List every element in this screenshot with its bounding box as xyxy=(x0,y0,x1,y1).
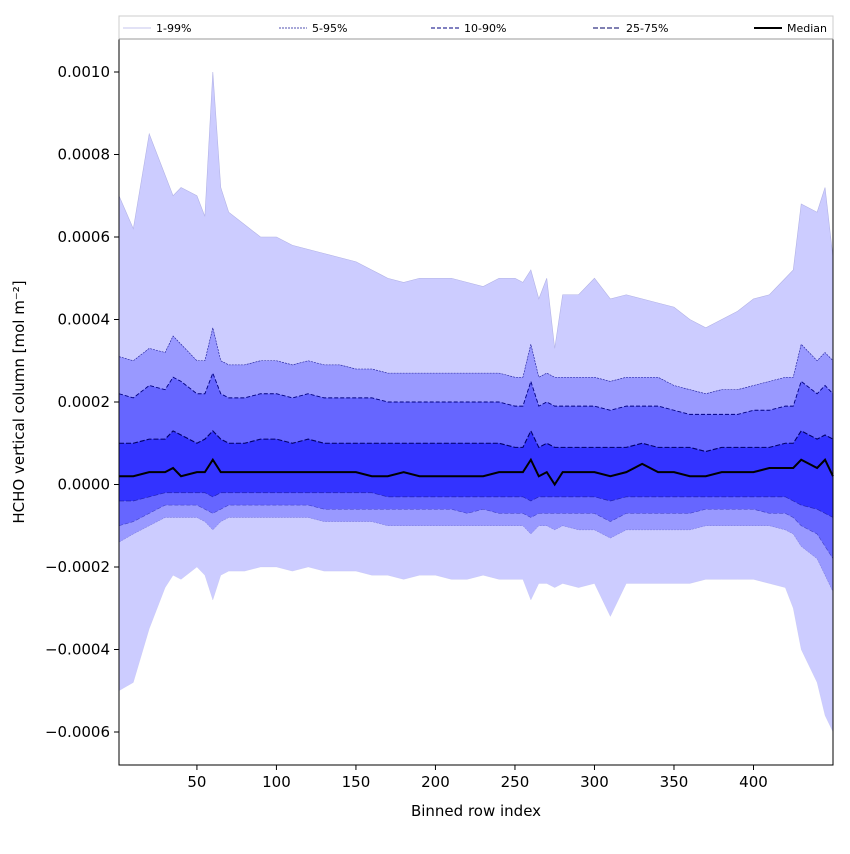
band-upper-line-10-90pct xyxy=(118,371,834,415)
y-tick-label: 0.0008 xyxy=(58,146,111,164)
band-lower-line-5-95pct xyxy=(118,517,834,592)
legend-label: Median xyxy=(787,22,827,35)
legend-entry: Median xyxy=(754,22,827,35)
x-tick-label: 250 xyxy=(501,773,530,791)
band-upper-line-5-95pct xyxy=(118,327,834,395)
legend-entry: 5-95% xyxy=(279,22,347,35)
y-tick-label: 0.0004 xyxy=(58,311,111,329)
legend-label: 10-90% xyxy=(464,22,506,35)
median-line xyxy=(119,457,834,487)
legend-label: 25-75% xyxy=(626,22,668,35)
legend-entry: 1-99% xyxy=(123,22,191,35)
band-lower-line-1-99pct xyxy=(118,566,834,733)
band-upper-line-25-75pct xyxy=(119,429,834,453)
x-axis: 50 100 150 200 250 300 350 400 xyxy=(187,765,768,791)
y-tick-label: −0.0004 xyxy=(45,641,110,659)
y-axis-label: HCHO vertical column [mol m⁻²] xyxy=(10,280,28,523)
x-tick-label: 100 xyxy=(262,773,291,791)
percentile-bands xyxy=(119,72,833,732)
legend-label: 1-99% xyxy=(156,22,191,35)
x-tick-label: 300 xyxy=(580,773,609,791)
y-tick-label: 0.0000 xyxy=(58,476,111,494)
legend-label: 5-95% xyxy=(312,22,347,35)
y-tick-label: 0.0010 xyxy=(58,63,111,81)
y-tick-label: 0.0006 xyxy=(58,228,111,246)
band-25-75pct xyxy=(119,430,833,518)
x-axis-label: Binned row index xyxy=(411,802,541,820)
y-axis: −0.0006 −0.0004 −0.0002 0.0000 0.0002 0.0004 0… xyxy=(45,63,119,741)
legend-entry: 25-75% xyxy=(593,22,668,35)
y-tick-label: −0.0002 xyxy=(45,558,110,576)
band-edge-lines xyxy=(118,71,834,733)
x-tick-label: 400 xyxy=(739,773,768,791)
x-tick-label: 350 xyxy=(660,773,689,791)
x-tick-label: 150 xyxy=(342,773,371,791)
y-tick-label: −0.0006 xyxy=(45,723,110,741)
y-tick-label: 0.0002 xyxy=(58,393,111,411)
x-tick-label: 200 xyxy=(421,773,450,791)
legend-entry: 10-90% xyxy=(431,22,506,35)
band-upper-line-1-99pct xyxy=(118,71,834,349)
band-lower-line-25-75pct xyxy=(119,492,834,518)
legend: 1-99% 5-95% 10-90% 25-75% Median xyxy=(118,15,834,40)
legend-items: 1-99% 5-95% 10-90% 25-75% Median xyxy=(123,22,827,35)
x-tick-label: 50 xyxy=(187,773,206,791)
